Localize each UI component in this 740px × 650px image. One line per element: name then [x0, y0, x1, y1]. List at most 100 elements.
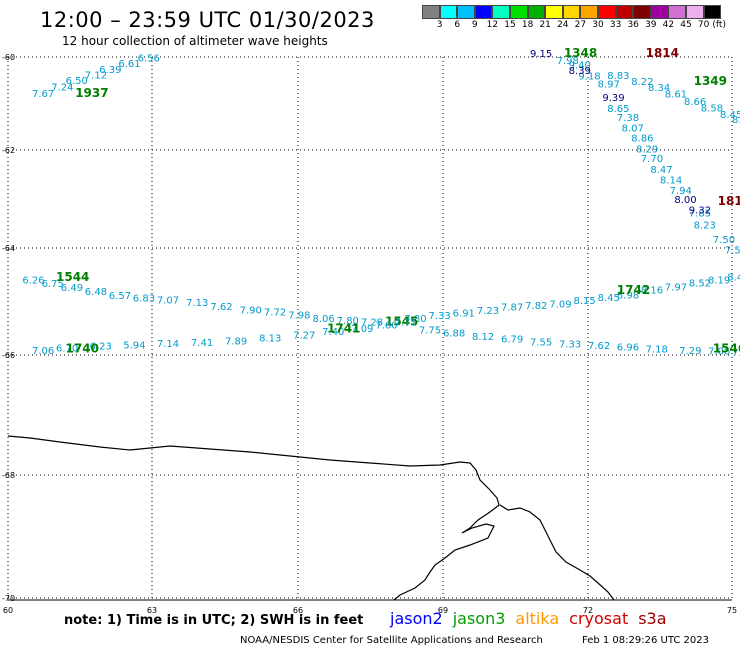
- coastline-right: [499, 504, 615, 601]
- wave-height-label: 7.98: [288, 311, 310, 322]
- pass-time-label: 1741: [327, 322, 360, 336]
- lon-tick-label: 63: [147, 606, 157, 615]
- legend-tick-label: 27: [574, 20, 587, 30]
- wave-height-label: 7.98: [557, 56, 579, 67]
- legend-swatch: [474, 5, 493, 19]
- wave-height-label: 8.45: [720, 110, 740, 121]
- wave-height-label: 8.00: [674, 195, 696, 206]
- wave-height-label: 8.22: [631, 77, 653, 88]
- wave-height-label: 9.32: [689, 206, 711, 217]
- wave-height-label: 7.89: [225, 336, 247, 347]
- wave-height-label: 8.45: [598, 293, 620, 304]
- wave-height-label: 7.62: [210, 302, 232, 313]
- wave-height-label: 7.38: [617, 113, 639, 124]
- pass-time-label: 1814: [646, 46, 679, 60]
- wave-height-label: 7.23: [477, 306, 499, 317]
- wave-height-label: 7.06: [32, 346, 54, 357]
- wave-height-label: 8.40: [727, 273, 740, 284]
- wave-height-label: 6.83: [133, 294, 155, 305]
- wave-height-label: 7.12: [85, 70, 107, 81]
- wave-height-label: 8.07: [622, 123, 644, 134]
- wave-height-label: 7.72: [264, 307, 286, 318]
- wave-height-label: 7.55: [530, 337, 552, 348]
- legend-swatch: [685, 5, 704, 19]
- wave-height-label: 7.41: [191, 338, 213, 349]
- wave-height-label: 7.27: [293, 330, 315, 341]
- wave-height-label: 7.47: [732, 348, 740, 359]
- wave-height-label: 7.80: [404, 314, 426, 325]
- wave-height-label: 7.14: [157, 339, 179, 350]
- wave-height-label: 6.61: [118, 59, 140, 70]
- wave-height-label: 6.56: [138, 54, 160, 65]
- lat-tick-label: -60: [2, 53, 15, 62]
- wave-height-label: 7.06: [708, 346, 730, 357]
- wave-height-label: 6.49: [61, 283, 83, 294]
- pass-time-label: 181: [718, 194, 740, 208]
- pass-time-label: 1742: [617, 283, 650, 297]
- legend-labels: 3 6 9 12 15 18 21 24 27 30 33 36 39 42 45 70 (ft): [422, 19, 726, 31]
- map-title: 12:00 – 23:59 UTC 01/30/2023: [40, 8, 375, 32]
- wave-height-label: 7.97: [665, 282, 687, 293]
- lat-tick-label: -64: [2, 244, 15, 253]
- wave-height-label: 7.28: [361, 318, 383, 329]
- wave-height-label: 7.13: [186, 298, 208, 309]
- coastline: [7, 435, 615, 601]
- legend-swatch: [527, 5, 546, 19]
- legend-swatch: [422, 5, 440, 19]
- legend-tick-label: 45: [680, 20, 692, 30]
- wave-height-label: 8.23: [694, 220, 716, 231]
- wave-height-label: 8.19: [708, 275, 730, 286]
- lon-tick-label: 72: [583, 606, 593, 615]
- map-subtitle: 12 hour collection of altimeter wave hei…: [62, 34, 328, 48]
- wave-height-label: 7.40: [322, 327, 344, 338]
- wave-height-label: 8.98: [617, 290, 639, 301]
- satellite-legend: jason2 jason3 altika cryosat s3a: [390, 609, 677, 628]
- satellite-jason2: jason2: [390, 609, 443, 628]
- legend-swatch: [509, 5, 528, 19]
- legend-swatch: [597, 5, 616, 19]
- wave-height-label: 7.5: [725, 245, 740, 256]
- wave-height-label: 7.33: [559, 340, 581, 351]
- satellite-jason3: jason3: [452, 609, 506, 628]
- wave-height-label: 6.48: [85, 287, 107, 298]
- legend-swatch: [650, 5, 669, 19]
- wave-height-label: 6.88: [443, 328, 465, 339]
- legend-tick-label: 36: [627, 20, 639, 30]
- color-legend: 3 6 9 12 15 18 21 24 27 30 33 36 39 42 45 70 (ft): [422, 5, 726, 31]
- legend-tick-label: 9: [471, 20, 478, 30]
- pass-time-label: 1544: [56, 270, 89, 284]
- wave-height-label: 6.70: [56, 343, 78, 354]
- wave-height-label: 8.12: [472, 332, 494, 343]
- legend-swatch: [562, 5, 581, 19]
- legend-tick-label: 6: [454, 20, 461, 30]
- wave-height-label: 8.15: [574, 296, 596, 307]
- legend-swatch: [633, 5, 651, 19]
- wave-height-label: 6.75: [42, 279, 64, 290]
- legend-tick-label: 21: [539, 20, 551, 30]
- wave-height-label: 7.70: [641, 154, 663, 165]
- lat-tick-label: -62: [2, 146, 15, 155]
- generated-timestamp: Feb 1 08:29:26 UTC 2023: [582, 635, 709, 646]
- pass-time-label: 1740: [66, 341, 99, 355]
- wave-height-label: 7.75: [419, 326, 441, 337]
- wave-height-label: 7.60: [375, 320, 397, 331]
- wave-height-label: 7.09: [351, 324, 373, 335]
- wave-height-label: 8.86: [631, 134, 653, 145]
- wave-height-label: 8.83: [607, 71, 629, 82]
- wave-height-label: 6.79: [501, 335, 523, 346]
- wave-height-label: 6.26: [22, 275, 44, 286]
- wave-height-label: 8.52: [732, 115, 740, 126]
- wave-height-label: 6.57: [109, 291, 131, 302]
- wave-height-label: 8.13: [259, 334, 281, 345]
- legend-tick-label: 18: [521, 20, 534, 30]
- wave-height-label: 6.96: [617, 343, 639, 354]
- credit-line: NOAA/NESDIS Center for Satellite Applica…: [240, 635, 543, 646]
- wave-height-label: 9.15: [530, 49, 552, 60]
- wave-height-points: 7.677.246.507.126.396.616.5619377.989.40…: [22, 46, 740, 359]
- legend-tick-label: 39: [645, 20, 657, 30]
- wave-height-label: 8.97: [598, 80, 620, 91]
- lon-tick-label: 75: [727, 606, 737, 615]
- legend-swatch: [457, 5, 475, 19]
- legend-swatch: [545, 5, 563, 19]
